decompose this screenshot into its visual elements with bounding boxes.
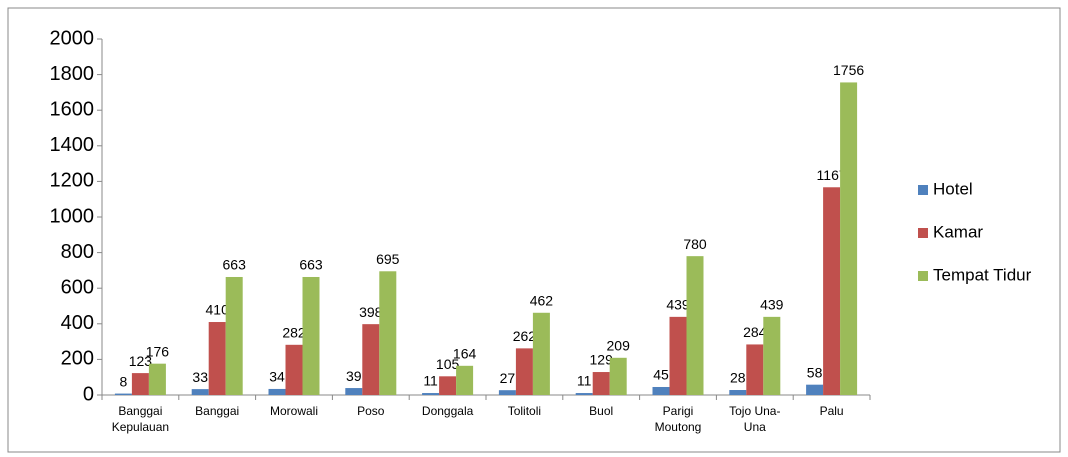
data-label: 105 [436,356,460,372]
bar [268,388,286,395]
bar [729,390,747,395]
legend-swatch [918,185,928,195]
x-tick-label: Buol [589,404,614,418]
data-label: 58 [807,364,823,380]
bar [498,390,516,395]
bar [532,312,550,395]
bar [840,82,858,395]
data-label: 11 [577,373,592,389]
data-label: 398 [359,304,383,320]
data-label: 663 [299,257,323,273]
data-label: 1167 [817,167,847,183]
bar [114,393,132,395]
x-tick-label: Parigi Moutong [654,404,702,434]
data-label: 39 [346,368,362,384]
data-label: 462 [530,292,554,308]
x-tick-label: Banggai Kepulauan [111,404,170,434]
data-label: 27 [500,370,516,386]
data-label: 780 [683,236,707,252]
y-tick-label: 400 [61,312,94,334]
legend-label: Hotel [933,179,973,198]
x-tick-label: Poso [357,404,385,418]
bar [439,376,457,395]
data-label: 262 [513,328,537,344]
y-tick-label: 1600 [50,98,95,120]
data-label: 123 [129,353,153,369]
x-tick-label: Tojo Una-Una [729,404,781,434]
bar [609,357,627,395]
data-label: 663 [223,257,247,273]
data-label: 439 [760,297,784,313]
data-label: 1756 [833,62,864,78]
y-tick-label: 200 [61,348,94,370]
data-label: 284 [743,324,767,340]
y-tick-label: 2000 [50,27,95,49]
bar [652,386,670,395]
chart-frame [7,7,1061,453]
y-tick-label: 1000 [50,205,95,227]
y-tick-label: 1400 [50,134,95,156]
bar [823,187,841,395]
legend-swatch [918,228,928,238]
y-tick-label: 1800 [50,63,95,85]
data-label: 176 [146,343,170,359]
data-label: 28 [730,370,746,386]
data-label: 410 [206,302,230,318]
legend-label: Tempat Tidur [933,265,1032,284]
y-tick-label: 0 [83,383,94,405]
bar [345,388,363,395]
y-tick-label: 600 [61,276,94,298]
x-tick-label: Morowali [269,404,318,418]
bar [191,389,209,395]
bar [285,344,303,395]
data-label: 8 [120,373,128,389]
bar [669,316,687,395]
data-label: 45 [653,367,669,383]
bar [208,322,226,395]
legend-swatch [918,271,928,281]
bar [362,324,380,395]
bar [302,276,320,395]
data-label: 129 [590,352,614,368]
data-label: 164 [453,346,477,362]
legend-label: Kamar [933,222,983,241]
data-label: 209 [607,338,631,354]
bar [763,316,781,395]
bar [746,344,764,395]
bar [456,365,474,395]
bar [225,276,243,395]
data-label: 282 [282,325,306,341]
x-tick-label: Donggala [421,404,474,418]
data-label: 439 [666,297,690,313]
bar [592,372,610,395]
data-label: 11 [423,373,438,389]
bar [575,393,593,395]
bar [131,373,149,395]
data-label: 34 [269,369,285,385]
bar [686,256,704,395]
data-label: 33 [192,369,208,385]
bar [379,271,397,395]
bar [422,393,440,395]
bar [515,348,533,395]
bar [806,384,824,395]
x-tick-label: Palu [819,404,844,418]
y-tick-label: 1200 [50,170,95,192]
x-tick-label: Banggai [195,404,240,418]
data-label: 695 [376,251,400,267]
bar [148,363,166,395]
y-tick-label: 800 [61,241,94,263]
x-tick-label: Tolitoli [507,404,542,418]
